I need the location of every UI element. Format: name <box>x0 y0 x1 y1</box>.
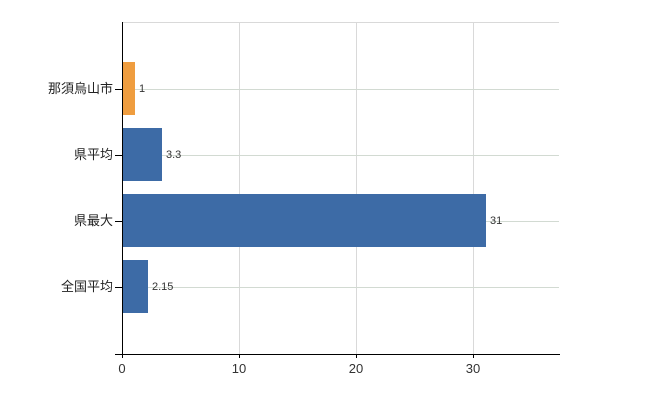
x-axis-line <box>115 354 560 355</box>
x-tick-mark <box>356 354 357 358</box>
x-tick-label: 10 <box>231 361 247 376</box>
x-tick-mark <box>239 354 240 358</box>
plot-top-border <box>122 22 559 23</box>
h-gridline <box>123 287 559 288</box>
bar-value-label: 1 <box>139 83 146 95</box>
category-tick-mark <box>115 221 122 222</box>
v-gridline <box>239 22 240 354</box>
bar <box>123 260 148 313</box>
v-gridline <box>356 22 357 354</box>
h-gridline <box>123 89 559 90</box>
category-label: 県最大 <box>73 213 113 228</box>
category-tick-mark <box>115 155 122 156</box>
bar <box>123 194 486 247</box>
x-tick-mark <box>473 354 474 358</box>
x-tick-label: 20 <box>348 361 364 376</box>
bar-value-label: 3.3 <box>166 149 182 161</box>
y-axis-line <box>122 22 123 357</box>
x-tick-label: 30 <box>465 361 481 376</box>
x-tick-label: 0 <box>118 361 126 376</box>
category-label: 県平均 <box>73 147 113 162</box>
category-label: 全国平均 <box>60 279 113 294</box>
category-label: 那須烏山市 <box>47 81 113 96</box>
h-gridline <box>123 155 559 156</box>
category-tick-mark <box>115 287 122 288</box>
bar <box>123 62 135 115</box>
v-gridline <box>473 22 474 354</box>
bar-value-label: 31 <box>490 215 503 227</box>
bar <box>123 128 162 181</box>
bar-value-label: 2.15 <box>152 281 174 293</box>
category-tick-mark <box>115 89 122 90</box>
